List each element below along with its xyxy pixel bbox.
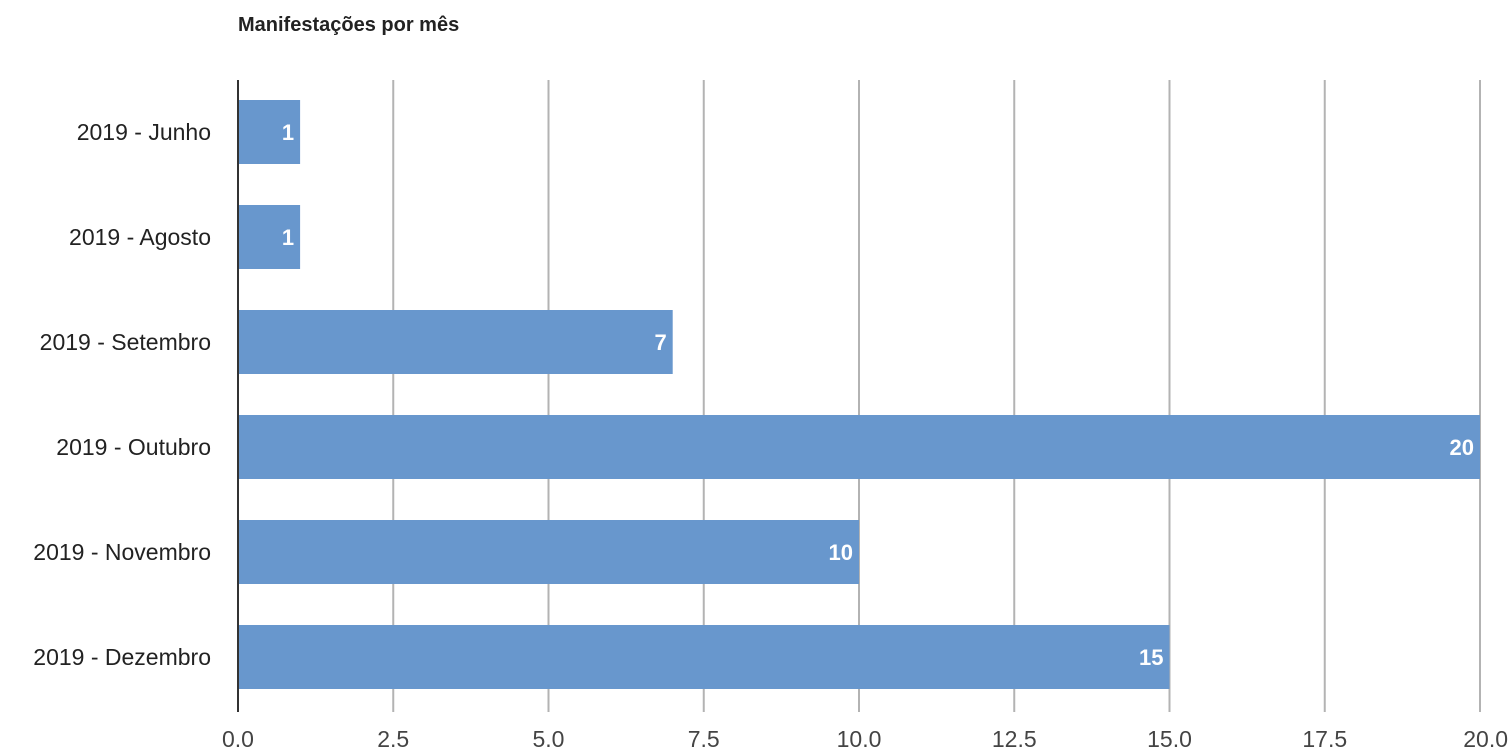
category-label: 2019 - Agosto bbox=[69, 224, 211, 250]
x-tick-label: 2.5 bbox=[377, 726, 409, 752]
category-label: 2019 - Setembro bbox=[40, 329, 211, 355]
data-labels: 1 1 7 20 10 15 bbox=[282, 120, 1474, 670]
bar bbox=[238, 625, 1170, 689]
category-label: 2019 - Junho bbox=[77, 119, 211, 145]
bar bbox=[238, 205, 301, 269]
data-label: 20 bbox=[1450, 435, 1474, 460]
x-tick-label: 10.0 bbox=[837, 726, 882, 752]
data-label: 1 bbox=[282, 225, 294, 250]
x-tick-label: 12.5 bbox=[992, 726, 1037, 752]
gridlines bbox=[392, 80, 1481, 712]
bar bbox=[238, 310, 673, 374]
data-label: 10 bbox=[829, 540, 853, 565]
x-tick-label: 15.0 bbox=[1147, 726, 1192, 752]
x-tick-label: 0.0 bbox=[222, 726, 254, 752]
category-label: 2019 - Dezembro bbox=[33, 644, 211, 670]
bar bbox=[238, 100, 301, 164]
x-tick-label: 17.5 bbox=[1302, 726, 1347, 752]
bars bbox=[238, 100, 1480, 689]
bar bbox=[238, 415, 1480, 479]
category-label: 2019 - Outubro bbox=[56, 434, 211, 460]
x-tick-label: 20.0 bbox=[1463, 726, 1508, 752]
data-label: 1 bbox=[282, 120, 294, 145]
chart-title: Manifestações por mês bbox=[238, 14, 459, 36]
data-label: 7 bbox=[654, 330, 666, 355]
x-tick-label: 5.0 bbox=[533, 726, 565, 752]
category-labels: 2019 - Junho 2019 - Agosto 2019 - Setembro… bbox=[33, 119, 211, 670]
category-label: 2019 - Novembro bbox=[33, 539, 211, 565]
bar bbox=[238, 520, 859, 584]
x-tick-label: 7.5 bbox=[688, 726, 720, 752]
data-label: 15 bbox=[1139, 645, 1163, 670]
x-tick-labels: 0.0 2.5 5.0 7.5 10.0 12.5 15.0 17.5 20.0 bbox=[222, 726, 1508, 752]
